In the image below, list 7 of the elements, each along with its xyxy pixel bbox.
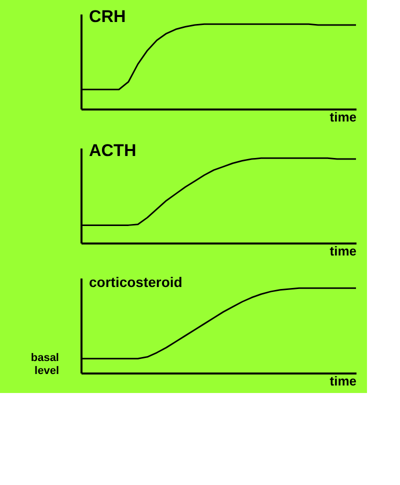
x-axis-title: time bbox=[330, 374, 356, 388]
x-axis-title: time bbox=[330, 110, 356, 124]
chart-title: ACTH bbox=[89, 141, 136, 160]
x-axis-title: time bbox=[330, 244, 356, 258]
chart-title: corticosteroid bbox=[89, 274, 182, 290]
text: basal level bbox=[30, 352, 59, 377]
chart-title: CRH bbox=[89, 7, 126, 26]
